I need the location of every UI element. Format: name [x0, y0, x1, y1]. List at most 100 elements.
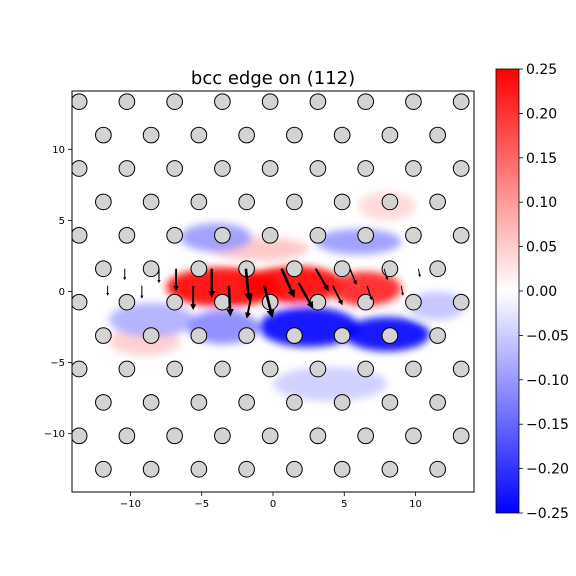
- atom: [166, 293, 183, 311]
- atom: [310, 495, 326, 511]
- atom: [333, 394, 351, 411]
- atom: [429, 327, 446, 344]
- displacement-arrow: [314, 268, 329, 292]
- atom: [333, 327, 351, 344]
- atom: [261, 360, 279, 378]
- atom: [405, 360, 422, 378]
- atom: [166, 226, 183, 244]
- atom: [429, 260, 446, 278]
- y-axis: −10 −5 0 5 10: [44, 145, 72, 440]
- atom: [453, 495, 469, 511]
- atom: [95, 193, 112, 211]
- atom: [381, 394, 399, 411]
- atom: [261, 160, 279, 177]
- atom: [214, 226, 231, 244]
- atom: [286, 193, 303, 211]
- atom: [452, 226, 470, 244]
- atom: [238, 327, 255, 344]
- atom: [142, 327, 160, 344]
- y-tick-label: −5: [50, 358, 65, 369]
- atom: [95, 327, 112, 344]
- atom: [190, 460, 208, 478]
- atom: [72, 293, 88, 311]
- atom: [238, 394, 255, 411]
- y-tick-label: 5: [59, 216, 65, 227]
- colorbar-tick-label: 0.00: [526, 284, 557, 300]
- colorbar-tick-label: −0.10: [526, 373, 569, 389]
- atom: [309, 226, 327, 244]
- x-tick-label: −5: [194, 499, 209, 510]
- chart-title: bcc edge on (112): [191, 68, 355, 89]
- atom: [214, 293, 231, 311]
- atom: [405, 427, 422, 445]
- atom: [309, 293, 327, 311]
- strain-field: [109, 191, 466, 402]
- atom: [478, 395, 494, 411]
- displacement-arrow: [349, 268, 357, 285]
- colorbar-tick-label: −0.20: [526, 462, 569, 478]
- atom: [214, 427, 231, 445]
- atom: [261, 226, 279, 244]
- displacement-arrow: [383, 268, 389, 281]
- atom: [238, 460, 255, 478]
- atom: [452, 293, 470, 311]
- colorbar-tick-label: −0.25: [526, 506, 569, 522]
- atom: [118, 427, 136, 445]
- atom: [95, 260, 112, 278]
- colorbar-tick-label: 0.15: [526, 151, 557, 167]
- atom: [357, 360, 375, 378]
- atom: [309, 360, 327, 378]
- atom: [333, 126, 351, 144]
- displacement-arrow: [366, 285, 373, 301]
- x-tick-label: 10: [409, 499, 422, 510]
- displacement-arrow: [280, 268, 295, 298]
- atom: [429, 126, 446, 144]
- strain-blob: [273, 366, 388, 402]
- atom: [429, 193, 446, 211]
- atom: [142, 193, 160, 211]
- atom: [166, 360, 183, 378]
- atom: [286, 126, 303, 144]
- atom: [166, 160, 183, 177]
- displacement-arrow: [400, 285, 404, 296]
- atom: [478, 461, 494, 477]
- atom: [190, 327, 208, 344]
- strain-blob: [258, 307, 359, 348]
- atom: [357, 160, 375, 177]
- atom: [405, 160, 422, 177]
- atom: [118, 360, 136, 378]
- atom: [72, 160, 88, 177]
- displacement-arrow: [417, 268, 422, 278]
- atom: [118, 93, 136, 111]
- x-axis: −10 −5 0 5 10: [120, 492, 422, 510]
- strain-blob: [330, 271, 402, 306]
- atom: [190, 193, 208, 211]
- y-tick-label: 10: [52, 145, 65, 156]
- y-tick-label: −10: [44, 429, 65, 440]
- colorbar-tick-label: 0.20: [526, 106, 557, 122]
- atom: [357, 226, 375, 244]
- atom: [429, 460, 446, 478]
- displacement-arrow: [226, 285, 234, 317]
- colorbar: 0.25 0.20 0.15 0.10 0.05 0.00 −0.05 −0.10 −0.15 −…: [495, 62, 569, 522]
- displacement-arrow: [297, 282, 314, 309]
- atom: [478, 328, 494, 344]
- atom: [95, 394, 112, 411]
- atom: [333, 460, 351, 478]
- atom: [142, 126, 160, 144]
- atom: [452, 93, 470, 111]
- atom: [118, 226, 136, 244]
- atom: [478, 261, 494, 277]
- atom: [95, 126, 112, 144]
- atom: [429, 394, 446, 411]
- atoms-layer: [72, 93, 494, 511]
- atom: [309, 93, 327, 111]
- atom: [72, 427, 88, 445]
- atom: [238, 193, 255, 211]
- atom: [478, 194, 494, 210]
- atom: [118, 160, 136, 177]
- atom: [190, 394, 208, 411]
- displacement-arrow: [245, 294, 253, 319]
- atom: [167, 495, 183, 511]
